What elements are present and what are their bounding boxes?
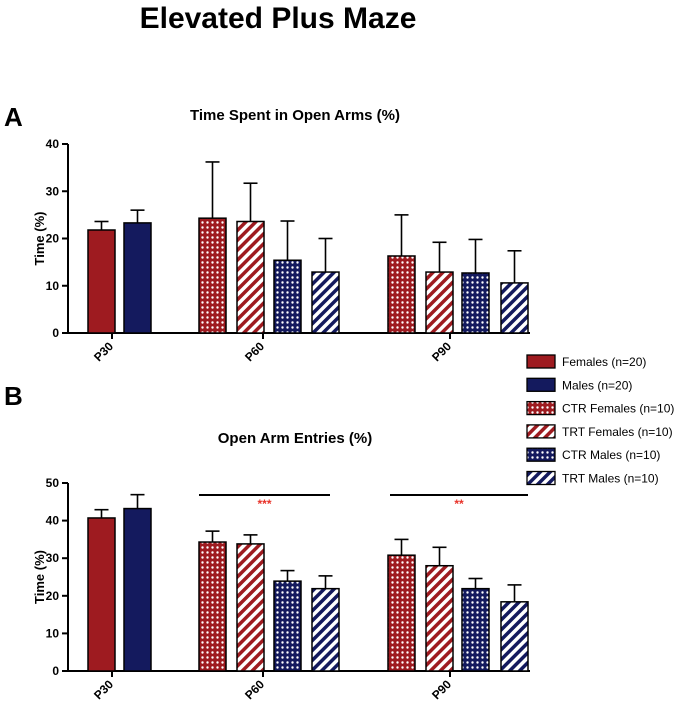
panel-b-x-tick-label-p60: P60 — [242, 677, 267, 702]
panel-b-y-tick-label: 40 — [46, 514, 60, 528]
panel-a-p60-trt-males-bar — [311, 271, 340, 334]
panel-b-y-tick-label: 20 — [46, 589, 60, 603]
panel-b-x-tick-label-p90: P90 — [429, 677, 454, 702]
panel-a-x-tick-label-p30: P30 — [91, 339, 116, 364]
panel-b-y-tick-label: 10 — [46, 626, 60, 640]
panel-b-p90-trt-females-bar — [425, 564, 454, 672]
figure-title: Elevated Plus Maze — [140, 2, 417, 35]
panel-a-p60-ctr-males-bar — [273, 259, 302, 334]
panel-a-y-tick-label: 0 — [52, 326, 59, 340]
panel-b-p30-females-bar — [87, 517, 116, 672]
panel-b-y-tick-label: 30 — [46, 551, 60, 565]
panel-b-p90-ctr-females-bar — [387, 554, 416, 672]
panel-b-y-tick-label: 0 — [52, 664, 59, 678]
panel-b-sig-stars-p60: *** — [257, 497, 271, 511]
panel-a-p90-ctr-females-bar — [387, 255, 416, 334]
panel-b-y-axis-label: Time (%) — [32, 550, 47, 604]
legend-ctr-females-swatch — [526, 400, 556, 416]
panel-b-y-tick-label: 50 — [46, 476, 60, 490]
panel-b: B Open Arm Entries (%) 0 10 20 30 40 50 Time (%)… — [4, 381, 530, 702]
panel-b-letter: B — [4, 381, 23, 411]
legend-males-swatch — [526, 377, 556, 392]
legend: Females (n=20) Males (n=20) CTR Females (n… — [526, 354, 674, 486]
panel-b-p30-males-bar — [123, 507, 152, 672]
panel-b-p90-ctr-males-bar — [461, 587, 490, 672]
panel-a-y-tick-label: 30 — [46, 184, 60, 198]
panel-b-p60-trt-males-bar — [311, 587, 340, 672]
legend-ctr-males-swatch — [526, 447, 556, 462]
legend-males-label: Males (n=20) — [562, 378, 632, 392]
panel-a-p90-trt-males-bar — [500, 282, 529, 334]
legend-females-label: Females (n=20) — [562, 355, 646, 369]
panel-a-p60-trt-females-bar — [236, 220, 265, 334]
panel-a-y-tick-label: 10 — [46, 279, 60, 293]
legend-trt-females-label: TRT Females (n=10) — [562, 425, 673, 439]
legend-ctr-males-label: CTR Males (n=10) — [562, 448, 660, 462]
panel-b-title: Open Arm Entries (%) — [218, 430, 372, 447]
panel-b-p60-trt-females-bar — [236, 543, 265, 672]
panel-a-p30-males-bar — [123, 222, 152, 334]
panel-a-p60-ctr-females-bar — [198, 217, 227, 334]
panel-a: A Time Spent in Open Arms (%) 0 10 20 30 40 Tim… — [4, 102, 530, 364]
panel-a-p90-ctr-males-bar — [461, 272, 490, 334]
legend-trt-females-swatch — [526, 424, 556, 439]
panel-a-x-tick-label-p90: P90 — [429, 339, 454, 364]
legend-ctr-females-label: CTR Females (n=10) — [562, 402, 674, 416]
legend-trt-males-swatch — [526, 470, 556, 486]
panel-b-sig-stars-p90: ** — [454, 497, 464, 511]
panel-a-y-tick-label: 40 — [46, 137, 60, 151]
legend-females-swatch — [526, 354, 556, 369]
legend-trt-males-label: TRT Males (n=10) — [562, 472, 659, 486]
panel-a-letter: A — [4, 102, 23, 132]
panel-a-p90-trt-females-bar — [425, 271, 454, 334]
panel-b-x-tick-label-p30: P30 — [91, 677, 116, 702]
panel-a-title: Time Spent in Open Arms (%) — [190, 107, 400, 124]
panel-a-y-tick-label: 20 — [46, 232, 60, 246]
panel-a-y-axis-label: Time (%) — [32, 212, 47, 266]
panel-b-p60-ctr-males-bar — [273, 580, 302, 672]
panel-a-p30-females-bar — [87, 229, 116, 334]
panel-b-p90-trt-males-bar — [500, 601, 529, 672]
panel-a-x-tick-label-p60: P60 — [242, 339, 267, 364]
panel-b-p60-ctr-females-bar — [198, 541, 227, 672]
